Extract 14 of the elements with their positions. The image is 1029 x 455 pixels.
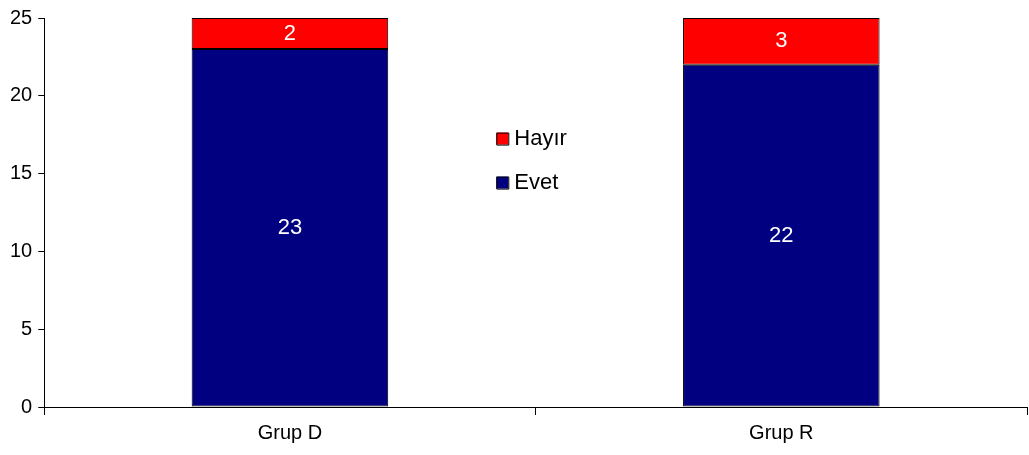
y-tick-label: 15 [10,161,33,184]
legend-label: Hayır [514,124,567,150]
data-label: 3 [775,27,788,53]
y-tick-label: 10 [10,238,33,261]
y-tick-label: 20 [10,83,33,106]
data-label: 23 [277,213,303,239]
data-label: 22 [769,221,794,247]
data-label: 2 [283,19,297,45]
y-tick-label: 25 [10,5,33,28]
x-tick-label: Grup D [257,420,323,443]
y-tick-label: 0 [21,394,33,417]
y-tick-label: 5 [21,316,33,339]
legend-label: Evet [514,168,559,194]
x-tick-label: Grup R [749,420,814,443]
